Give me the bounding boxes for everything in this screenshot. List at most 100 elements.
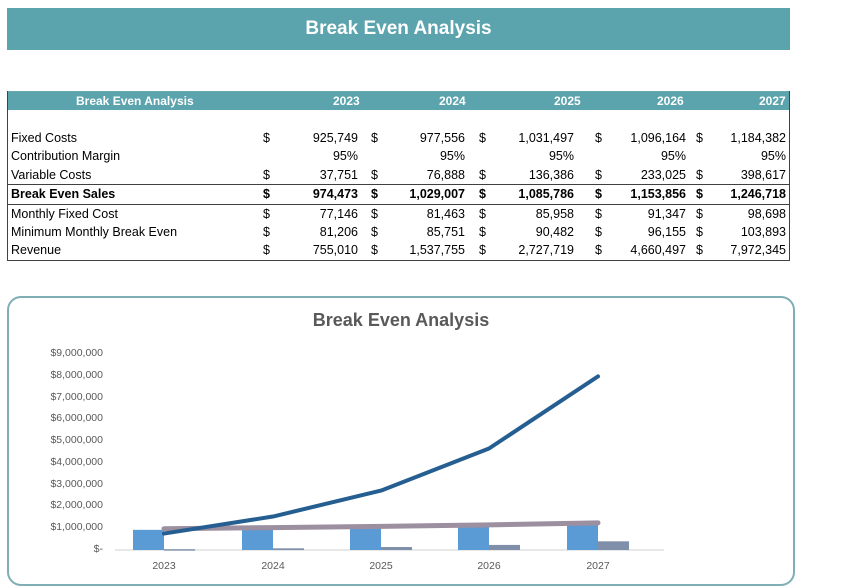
cell-value: 85,751 (426, 224, 465, 239)
currency-symbol: $ (371, 224, 378, 239)
cell-value: 77,146 (319, 206, 358, 221)
x-axis-tick: 2025 (369, 560, 393, 572)
cell-value: 1,096,164 (630, 131, 686, 145)
currency-symbol: $ (263, 206, 270, 221)
page-title-banner: Break Even Analysis (7, 8, 790, 50)
x-axis-tick: 2024 (261, 560, 285, 572)
cell-value: 90,482 (535, 224, 574, 239)
table-row: Break Even Sales $974,473 $1,029,007 $1,085… (8, 184, 789, 205)
currency-symbol: $ (479, 167, 486, 182)
y-axis-tick: $- (93, 543, 103, 555)
table-row: Minimum Monthly Break Even $81,206 $85,751… (8, 223, 789, 241)
x-axis-tick: 2023 (152, 560, 176, 572)
line-revenue[interactable] (162, 374, 600, 536)
spacer-row (8, 110, 789, 129)
header-year-2027: 2027 (759, 94, 786, 108)
cell-value: 103,893 (740, 224, 786, 239)
bar-variable-costs[interactable] (381, 547, 412, 550)
currency-symbol: $ (263, 167, 270, 182)
line-break-even-sales[interactable] (161, 520, 601, 532)
currency-symbol: $ (479, 187, 486, 202)
currency-symbol: $ (479, 224, 486, 239)
page-title: Break Even Analysis (305, 18, 492, 39)
row-label: Fixed Costs (11, 131, 77, 145)
cell-value: 1,246,718 (730, 187, 786, 202)
cell-value: 1,537,755 (409, 243, 465, 258)
cell-value: 4,660,497 (630, 243, 686, 258)
x-axis-tick: 2026 (477, 560, 501, 572)
cell-value: 1,153,856 (630, 187, 686, 202)
row-label: Monthly Fixed Cost (11, 206, 118, 221)
bar-fixed-costs[interactable] (350, 527, 381, 550)
currency-symbol: $ (479, 131, 486, 145)
currency-symbol: $ (595, 206, 602, 221)
currency-symbol: $ (595, 243, 602, 258)
cell-value: 1,184,382 (730, 131, 786, 145)
table-row: Revenue $755,010 $1,537,755 $2,727,719 $4,66… (8, 241, 789, 259)
header-year-2023: 2023 (333, 94, 360, 108)
bar-fixed-costs[interactable] (567, 524, 598, 550)
y-axis-tick: $9,000,000 (50, 347, 103, 359)
cell-value: 37,751 (319, 167, 358, 182)
header-label: Break Even Analysis (76, 94, 194, 108)
currency-symbol: $ (263, 187, 270, 202)
break-even-chart[interactable]: Break Even Analysis $9,000,000 $8,000,000… (7, 296, 795, 586)
currency-symbol: $ (263, 224, 270, 239)
bar-variable-costs[interactable] (164, 549, 195, 551)
currency-symbol: $ (371, 187, 378, 202)
cell-value: 91,347 (647, 206, 686, 221)
cell-value: 96,155 (647, 224, 686, 239)
bar-fixed-costs[interactable] (133, 529, 164, 550)
currency-symbol: $ (696, 206, 703, 221)
bar-variable-costs[interactable] (273, 548, 304, 550)
bar-variable-costs[interactable] (598, 541, 629, 550)
cell-value: 95% (660, 149, 686, 164)
cell-value: 2,727,719 (518, 243, 574, 258)
currency-symbol: $ (371, 206, 378, 221)
cell-value: 925,749 (312, 131, 358, 145)
cell-value: 85,958 (535, 206, 574, 221)
cell-value: 1,029,007 (409, 187, 465, 202)
cell-value: 1,031,497 (518, 131, 574, 145)
currency-symbol: $ (696, 187, 703, 202)
currency-symbol: $ (263, 243, 270, 258)
currency-symbol: $ (696, 167, 703, 182)
cell-value: 95% (439, 149, 465, 164)
header-year-2026: 2026 (657, 94, 684, 108)
cell-value: 95% (548, 149, 574, 164)
break-even-table: Break Even Analysis 2023 2024 2025 2026 … (7, 91, 790, 261)
x-axis-tick: 2027 (586, 560, 610, 572)
cell-value: 81,463 (426, 206, 465, 221)
currency-symbol: $ (263, 131, 270, 145)
table-header: Break Even Analysis 2023 2024 2025 2026 … (8, 91, 789, 110)
currency-symbol: $ (696, 131, 703, 145)
currency-symbol: $ (479, 243, 486, 258)
row-label: Break Even Sales (11, 187, 116, 202)
cell-value: 76,888 (426, 167, 465, 182)
y-axis-tick: $7,000,000 (50, 390, 103, 403)
row-label: Variable Costs (11, 167, 92, 182)
cell-value: 233,025 (640, 167, 686, 182)
bar-fixed-costs[interactable] (242, 528, 273, 550)
currency-symbol: $ (595, 187, 602, 202)
currency-symbol: $ (595, 131, 602, 145)
header-year-2025: 2025 (554, 94, 581, 108)
currency-symbol: $ (696, 243, 703, 258)
table-row: Monthly Fixed Cost $77,146 $81,463 $85,958 $… (8, 205, 789, 223)
currency-symbol: $ (595, 224, 602, 239)
cell-value: 755,010 (312, 243, 358, 258)
y-axis-tick: $1,000,000 (50, 521, 103, 534)
bar-fixed-costs[interactable] (458, 526, 489, 550)
cell-value: 98,698 (747, 206, 786, 221)
currency-symbol: $ (371, 131, 378, 145)
y-axis-tick: $2,000,000 (50, 499, 103, 512)
cell-value: 95% (332, 149, 358, 164)
cell-value: 7,972,345 (730, 243, 786, 258)
cell-value: 974,473 (312, 187, 358, 202)
row-label: Minimum Monthly Break Even (11, 224, 178, 239)
table-row: Fixed Costs $925,749 $977,556 $1,031,497 $1,… (8, 129, 789, 147)
bar-variable-costs[interactable] (489, 544, 520, 550)
currency-symbol: $ (371, 167, 378, 182)
chart-plot-area (115, 374, 664, 551)
y-axis-tick: $5,000,000 (50, 434, 103, 447)
